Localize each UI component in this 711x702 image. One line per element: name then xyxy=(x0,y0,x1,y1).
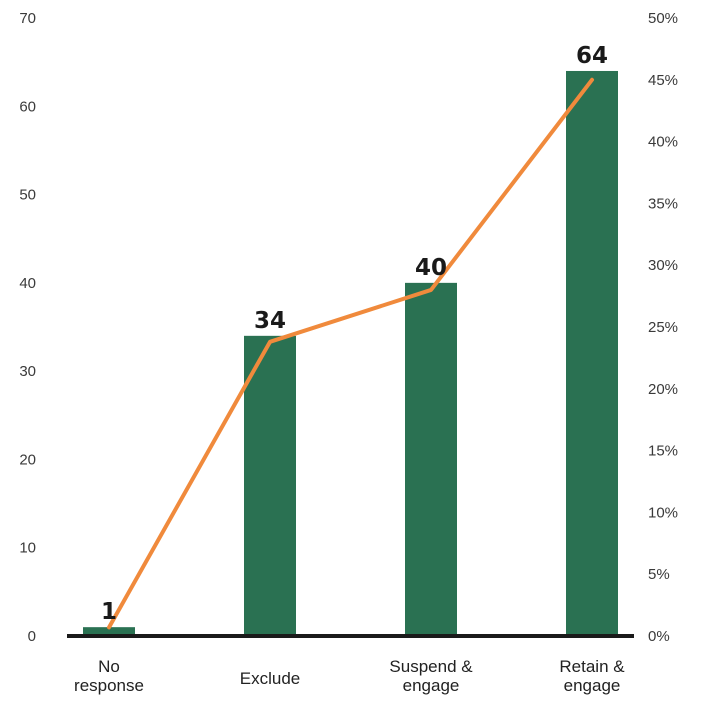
right-tick-label: 25% xyxy=(648,319,678,336)
left-tick-label: 10 xyxy=(19,540,36,557)
right-tick-label: 5% xyxy=(648,566,670,583)
bar-series xyxy=(83,70,618,636)
left-tick-label: 60 xyxy=(19,98,36,115)
right-tick-label: 40% xyxy=(648,134,678,151)
left-tick-label: 70 xyxy=(19,10,36,27)
right-tick-label: 15% xyxy=(648,443,678,460)
bar xyxy=(566,70,618,636)
left-tick-label: 30 xyxy=(19,363,36,380)
right-tick-label: 30% xyxy=(648,257,678,274)
bar xyxy=(244,335,296,636)
left-tick-label: 20 xyxy=(19,451,36,468)
category-label: Exclude xyxy=(240,669,300,688)
category-label: Suspend & xyxy=(389,657,473,676)
right-tick-label: 20% xyxy=(648,381,678,398)
left-tick-label: 50 xyxy=(19,187,36,204)
bar xyxy=(405,282,457,636)
left-tick-label: 40 xyxy=(19,275,36,292)
right-tick-label: 10% xyxy=(648,504,678,521)
category-label: engage xyxy=(564,676,621,695)
right-axis-ticks: 0% 5% 10% 15% 20% 25% 30% 35% 40% 45% 50% xyxy=(648,10,678,645)
category-label: response xyxy=(74,676,144,695)
left-tick-label: 0 xyxy=(28,628,36,645)
bar-data-label: 64 xyxy=(576,43,608,69)
category-label: No xyxy=(98,657,120,676)
category-label: Retain & xyxy=(559,657,625,676)
right-tick-label: 35% xyxy=(648,195,678,212)
right-tick-label: 45% xyxy=(648,72,678,89)
bar-data-labels: 1 34 40 64 xyxy=(101,43,608,625)
left-axis-ticks: 0 10 20 30 40 50 60 70 xyxy=(19,10,36,645)
bar-data-label: 34 xyxy=(254,308,286,334)
bar-data-label: 40 xyxy=(415,255,447,281)
category-label: engage xyxy=(403,676,460,695)
bar-data-label: 1 xyxy=(101,599,117,625)
right-tick-label: 50% xyxy=(648,10,678,27)
bar xyxy=(83,627,135,636)
right-tick-label: 0% xyxy=(648,628,670,645)
percentage-line-series xyxy=(107,77,594,630)
